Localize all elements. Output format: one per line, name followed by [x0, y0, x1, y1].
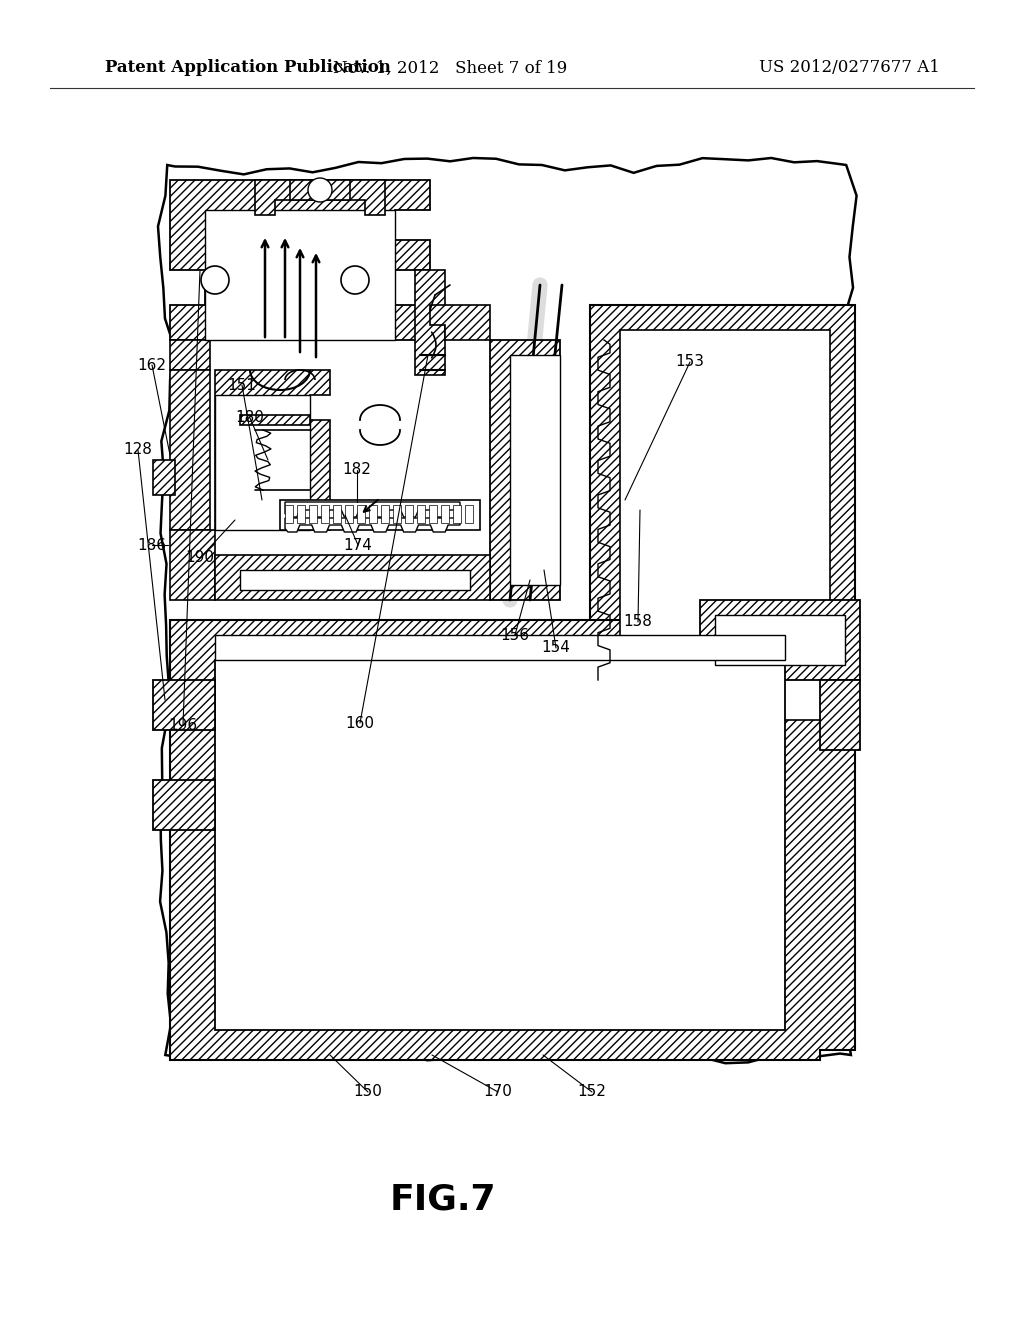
Bar	[510, 355, 560, 585]
Bar	[345, 506, 353, 523]
Bar	[465, 506, 473, 523]
Bar	[280, 500, 480, 531]
Bar	[393, 506, 401, 523]
Bar	[381, 506, 389, 523]
Polygon shape	[153, 780, 215, 830]
Circle shape	[308, 178, 332, 202]
Polygon shape	[240, 414, 310, 425]
Text: 150: 150	[353, 1085, 382, 1100]
Polygon shape	[285, 502, 460, 517]
Polygon shape	[215, 554, 490, 601]
Bar	[215, 395, 310, 531]
Polygon shape	[490, 341, 560, 601]
Polygon shape	[170, 620, 855, 1060]
Polygon shape	[255, 180, 385, 215]
Polygon shape	[170, 370, 210, 531]
Text: 156: 156	[501, 627, 529, 643]
Text: 152: 152	[578, 1085, 606, 1100]
Bar	[715, 615, 845, 665]
Bar	[297, 506, 305, 523]
Polygon shape	[153, 459, 175, 495]
Text: 182: 182	[343, 462, 372, 478]
Polygon shape	[215, 370, 330, 531]
Polygon shape	[170, 341, 210, 370]
Polygon shape	[760, 620, 820, 649]
Text: FIG.7: FIG.7	[390, 1183, 497, 1217]
Polygon shape	[158, 158, 857, 1063]
Text: 186: 186	[137, 537, 167, 553]
Polygon shape	[153, 680, 215, 730]
Text: 158: 158	[624, 615, 652, 630]
Text: 162: 162	[137, 358, 167, 372]
Polygon shape	[590, 305, 855, 750]
Bar	[333, 506, 341, 523]
Bar	[441, 506, 449, 523]
Text: 180: 180	[236, 411, 264, 425]
Text: 153: 153	[676, 355, 705, 370]
Bar	[309, 506, 317, 523]
Bar	[285, 506, 293, 523]
Polygon shape	[170, 180, 430, 341]
Bar	[321, 506, 329, 523]
Bar	[406, 506, 413, 523]
Text: Patent Application Publication: Patent Application Publication	[105, 59, 391, 77]
Text: US 2012/0277677 A1: US 2012/0277677 A1	[759, 59, 940, 77]
Polygon shape	[290, 180, 350, 201]
Bar	[357, 506, 365, 523]
Text: 196: 196	[168, 718, 198, 733]
Polygon shape	[820, 680, 860, 750]
Bar	[417, 506, 425, 523]
Text: 128: 128	[124, 442, 153, 458]
Bar	[205, 210, 395, 341]
Bar	[215, 660, 785, 1030]
Bar	[369, 506, 377, 523]
Polygon shape	[700, 601, 860, 680]
Bar	[620, 330, 830, 719]
Bar	[429, 506, 437, 523]
Polygon shape	[430, 305, 490, 341]
Polygon shape	[415, 271, 445, 375]
Text: 190: 190	[185, 550, 214, 565]
Bar	[215, 635, 785, 660]
Text: 170: 170	[483, 1085, 512, 1100]
Text: 154: 154	[542, 640, 570, 656]
Bar	[240, 570, 470, 590]
Circle shape	[201, 267, 229, 294]
Polygon shape	[170, 531, 215, 601]
Bar	[453, 506, 461, 523]
Text: 160: 160	[345, 715, 375, 730]
Text: Nov. 1, 2012   Sheet 7 of 19: Nov. 1, 2012 Sheet 7 of 19	[333, 59, 567, 77]
Circle shape	[341, 267, 369, 294]
Text: 151: 151	[227, 378, 256, 392]
Polygon shape	[590, 700, 680, 750]
Polygon shape	[285, 517, 460, 532]
Text: 174: 174	[344, 537, 373, 553]
